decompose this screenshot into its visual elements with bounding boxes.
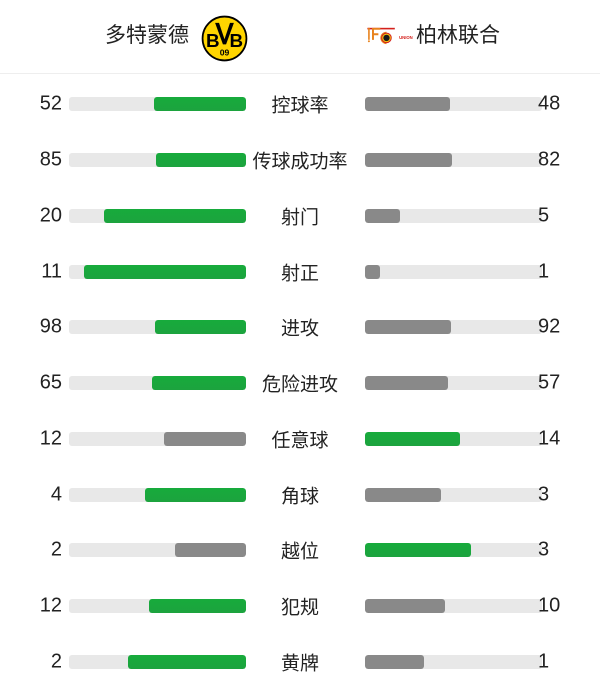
svg-text:09: 09 [220,48,230,58]
svg-text:B: B [206,30,220,51]
svg-text:B: B [229,30,243,51]
svg-text:UNION: UNION [399,35,413,40]
